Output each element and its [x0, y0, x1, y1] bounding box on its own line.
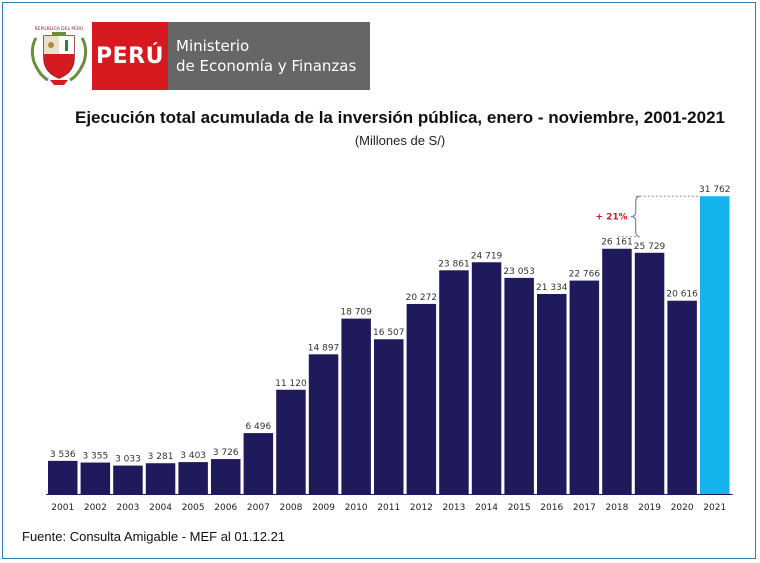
- tick-label-2020: 2020: [671, 503, 694, 513]
- bar-2001: [48, 460, 78, 494]
- value-label-2014: 24 719: [471, 251, 503, 261]
- value-label-2006: 3 726: [213, 448, 239, 458]
- tick-label-2003: 2003: [116, 503, 139, 513]
- coat-of-arms-icon: REPÚBLICA DEL PERÚ: [30, 25, 88, 85]
- value-label-2015: 23 053: [503, 267, 535, 277]
- value-label-2003: 3 033: [115, 455, 141, 465]
- tick-label-2013: 2013: [442, 503, 465, 513]
- value-label-2004: 3 281: [148, 452, 174, 462]
- bar-2013: [439, 270, 469, 494]
- bar-2018: [602, 248, 632, 494]
- ministry-name: Ministerio de Economía y Finanzas: [168, 22, 370, 90]
- tick-label-2008: 2008: [279, 503, 302, 513]
- bar-2020: [667, 300, 697, 494]
- tick-label-2009: 2009: [312, 503, 335, 513]
- bar-2007: [243, 433, 274, 494]
- tick-label-2014: 2014: [475, 503, 498, 513]
- value-label-2010: 18 709: [340, 308, 372, 318]
- chart-title: Ejecución total acumulada de la inversió…: [74, 108, 725, 127]
- ministry-line-2: de Economía y Finanzas: [176, 57, 357, 75]
- bar-2010: [341, 318, 371, 494]
- bar-2002: [80, 462, 111, 494]
- bar-2014: [471, 262, 502, 494]
- value-label-2013: 23 861: [438, 259, 470, 269]
- value-label-2002: 3 355: [82, 452, 108, 462]
- tick-label-2011: 2011: [377, 503, 400, 513]
- bar-2015: [504, 277, 534, 494]
- tick-label-2005: 2005: [182, 503, 205, 513]
- value-label-2016: 21 334: [536, 283, 568, 293]
- value-label-2001: 3 536: [50, 450, 76, 460]
- bar-2008: [276, 389, 306, 494]
- annotation-label: + 21%: [595, 212, 627, 222]
- brand-peru: PERÚ: [92, 22, 168, 90]
- value-label-2011: 16 507: [373, 328, 405, 338]
- source-note: Fuente: Consulta Amigable - MEF al 01.12…: [22, 529, 286, 544]
- annotation-brace: [630, 195, 640, 238]
- shield-caption: REPÚBLICA DEL PERÚ: [35, 25, 84, 32]
- value-label-2008: 11 120: [275, 379, 307, 389]
- tick-label-2021: 2021: [703, 503, 726, 513]
- tick-label-2016: 2016: [540, 503, 563, 513]
- value-label-2020: 20 616: [666, 290, 698, 300]
- value-label-2017: 22 766: [569, 270, 601, 280]
- bar-2011: [374, 339, 404, 494]
- tick-label-2006: 2006: [214, 503, 237, 513]
- value-label-2005: 3 403: [180, 451, 206, 461]
- bar-2009: [308, 354, 339, 494]
- tick-label-2001: 2001: [51, 503, 74, 513]
- bar-2017: [569, 280, 600, 494]
- tick-label-2019: 2019: [638, 503, 661, 513]
- value-label-2009: 14 897: [308, 343, 340, 353]
- bar-2004: [145, 463, 176, 494]
- value-label-2007: 6 496: [245, 422, 271, 432]
- tick-label-2004: 2004: [149, 503, 172, 513]
- value-label-2012: 20 272: [406, 293, 438, 303]
- bar-2021: [700, 196, 730, 494]
- tick-label-2007: 2007: [247, 503, 270, 513]
- value-label-2021: 31 762: [699, 185, 731, 195]
- ministry-line-1: Ministerio: [176, 37, 250, 55]
- bar-2006: [211, 459, 241, 494]
- bar-2003: [113, 465, 143, 494]
- bar-2016: [537, 293, 567, 494]
- value-label-2019: 25 729: [634, 242, 666, 252]
- tick-label-2018: 2018: [605, 503, 628, 513]
- tick-label-2002: 2002: [84, 503, 107, 513]
- chart-subtitle: (Millones de S/): [354, 133, 446, 148]
- bar-2012: [406, 303, 437, 494]
- bar-2005: [178, 462, 208, 494]
- tick-label-2017: 2017: [573, 503, 596, 513]
- tick-label-2012: 2012: [410, 503, 433, 513]
- value-label-2018: 26 161: [601, 238, 633, 248]
- tick-label-2010: 2010: [345, 503, 368, 513]
- tick-label-2015: 2015: [508, 503, 531, 513]
- bar-2019: [634, 252, 665, 494]
